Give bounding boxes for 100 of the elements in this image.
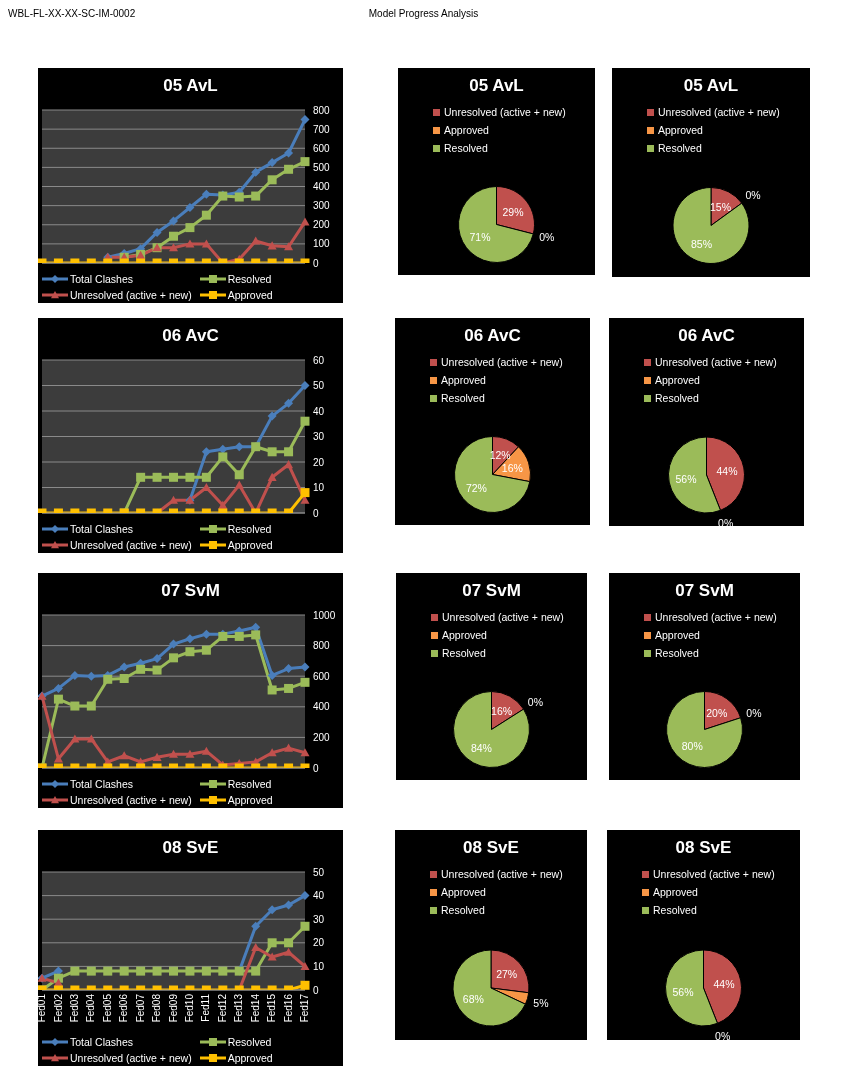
point bbox=[284, 447, 294, 457]
point bbox=[169, 749, 178, 758]
legend-label: Resolved bbox=[227, 523, 272, 535]
point bbox=[70, 701, 80, 711]
y-tick-label: 20 bbox=[313, 456, 325, 468]
point bbox=[201, 472, 211, 482]
point bbox=[251, 236, 261, 245]
legend-label: Resolved bbox=[441, 904, 485, 916]
point bbox=[86, 966, 96, 976]
y-tick-label: 100 bbox=[313, 238, 331, 250]
legend-label: Approved bbox=[442, 629, 487, 641]
point bbox=[284, 900, 294, 910]
text: 0% bbox=[715, 1030, 731, 1043]
x-tick-label: Fed05 bbox=[101, 993, 113, 1023]
point bbox=[218, 452, 228, 462]
pie-slice bbox=[458, 186, 534, 263]
legend-label: Approved bbox=[441, 374, 486, 386]
y-tick-label: 40 bbox=[313, 890, 325, 902]
y-tick-label: 0 bbox=[313, 507, 319, 519]
point bbox=[234, 442, 244, 452]
data-label: 44% bbox=[716, 465, 738, 478]
legend-label: Unresolved (active + new) bbox=[655, 356, 777, 368]
pie-slice bbox=[454, 436, 531, 513]
data-label: 16% bbox=[501, 462, 523, 475]
x-tick-label: Fed07 bbox=[134, 993, 146, 1023]
point bbox=[119, 662, 129, 672]
legend-label: Approved bbox=[444, 124, 489, 136]
point bbox=[169, 231, 178, 241]
y-tick-label: 800 bbox=[313, 640, 331, 652]
point bbox=[136, 966, 146, 976]
legend-label: Unresolved (active + new) bbox=[70, 794, 192, 806]
legend-label: Unresolved (active + new) bbox=[444, 106, 566, 118]
legend-label: Approved bbox=[655, 629, 700, 641]
legend-label: Unresolved (active + new) bbox=[70, 1052, 192, 1064]
point bbox=[185, 966, 195, 976]
legend-label: Total Clashes bbox=[70, 273, 134, 285]
legend-label: Resolved bbox=[444, 142, 488, 154]
point bbox=[201, 189, 211, 199]
y-tick-label: 1000 bbox=[313, 609, 336, 621]
point bbox=[201, 210, 211, 220]
y-tick-label: 30 bbox=[313, 913, 325, 925]
x-tick-label: Fed04 bbox=[85, 993, 97, 1023]
point bbox=[284, 242, 294, 251]
point bbox=[267, 685, 277, 695]
point bbox=[284, 664, 294, 674]
point bbox=[185, 634, 195, 644]
point bbox=[267, 175, 277, 185]
legend-label: Approved bbox=[658, 124, 703, 136]
legend-label: Approved bbox=[227, 794, 273, 806]
x-tick-label: Fed06 bbox=[118, 993, 130, 1023]
point bbox=[234, 631, 244, 641]
legend-label: Approved bbox=[227, 1052, 273, 1064]
y-tick-label: 500 bbox=[313, 161, 331, 173]
pie-slice bbox=[453, 691, 530, 768]
point bbox=[284, 164, 294, 174]
point bbox=[300, 921, 310, 931]
point bbox=[218, 500, 228, 509]
point bbox=[284, 938, 294, 948]
point bbox=[53, 683, 63, 693]
chart-title: 05 AvL bbox=[682, 75, 740, 97]
point bbox=[267, 472, 277, 481]
legend-label: Resolved bbox=[655, 647, 699, 659]
legend-label: Resolved bbox=[227, 273, 272, 285]
point bbox=[284, 743, 294, 752]
legend-label: Unresolved (active + new) bbox=[653, 868, 775, 880]
point bbox=[185, 647, 195, 657]
point bbox=[300, 748, 310, 757]
legend-label: Approved bbox=[653, 886, 698, 898]
legend-label: Resolved bbox=[653, 904, 697, 916]
point bbox=[300, 961, 310, 970]
chart-title: 08 SvE bbox=[674, 837, 733, 859]
point bbox=[267, 748, 277, 757]
point bbox=[300, 891, 310, 901]
legend-label: Resolved bbox=[442, 647, 486, 659]
y-tick-label: 200 bbox=[313, 731, 331, 743]
chart-title: 05 AvL bbox=[162, 75, 219, 97]
data-label: 71% bbox=[469, 231, 491, 244]
point bbox=[185, 223, 195, 233]
data-label: 20% bbox=[706, 706, 728, 719]
point bbox=[169, 653, 178, 663]
x-tick-label: Fed13 bbox=[233, 993, 245, 1023]
point bbox=[300, 115, 310, 125]
point bbox=[119, 751, 129, 760]
point bbox=[136, 664, 146, 674]
point bbox=[152, 227, 162, 237]
y-tick-label: 10 bbox=[313, 960, 325, 972]
point bbox=[234, 480, 244, 489]
legend-label: Resolved bbox=[441, 392, 485, 404]
legend-label: Unresolved (active + new) bbox=[70, 539, 192, 551]
point bbox=[201, 746, 211, 755]
pie-slice bbox=[666, 691, 743, 768]
legend-label: Unresolved (active + new) bbox=[441, 868, 563, 880]
point bbox=[53, 754, 63, 763]
point bbox=[201, 447, 211, 457]
text: 0% bbox=[746, 707, 762, 720]
data-label: 56% bbox=[672, 985, 694, 998]
point bbox=[152, 654, 162, 664]
pie-slice bbox=[452, 949, 526, 1027]
point bbox=[251, 630, 261, 640]
y-tick-label: 700 bbox=[313, 123, 331, 135]
